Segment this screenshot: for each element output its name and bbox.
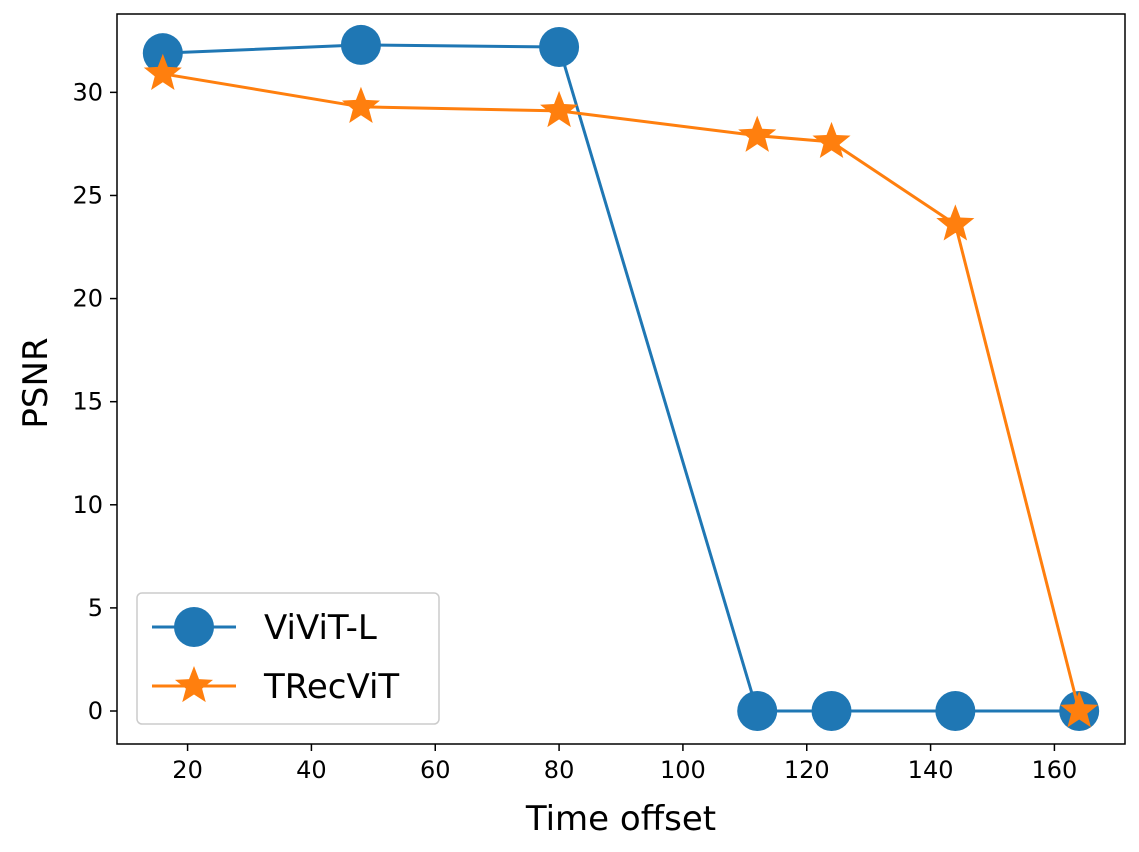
ticks-layer: 20 40 60 80 100 120 140 160 0 5 10 15 20 25 30 <box>72 78 1077 784</box>
y-tick-label: 15 <box>72 388 103 416</box>
x-tick-label: 140 <box>908 756 954 784</box>
legend-marker-trecvit <box>174 666 214 703</box>
data-point-trecvit <box>738 115 777 152</box>
y-tick-label: 5 <box>88 594 103 622</box>
plot-frame <box>116 13 1126 745</box>
legend: ViViT-L TRecViT <box>136 592 440 725</box>
y-tick-label: 0 <box>88 697 103 725</box>
data-point-trecvit <box>143 53 182 90</box>
legend-label-trecvit: TRecViT <box>263 667 399 707</box>
x-tick-label: 60 <box>420 756 451 784</box>
y-tick-label: 20 <box>72 285 103 313</box>
data-point-trecvit <box>1060 691 1099 728</box>
y-tick-label: 30 <box>72 78 103 106</box>
data-point-trecvit <box>341 86 380 123</box>
x-axis-label: Time offset <box>525 799 716 839</box>
y-axis-label: PSNR <box>16 337 56 428</box>
x-tick-label: 120 <box>784 756 830 784</box>
y-tick-label: 25 <box>72 181 103 209</box>
data-point-trecvit <box>936 204 975 241</box>
x-tick-label: 100 <box>660 756 706 784</box>
x-tick-label: 160 <box>1032 756 1078 784</box>
x-tick-label: 80 <box>544 756 575 784</box>
data-point-trecvit <box>540 90 579 128</box>
data-point-trecvit <box>812 121 851 159</box>
legend-label-vivit: ViViT-L <box>264 608 377 648</box>
data-point-vivit-l <box>737 691 778 732</box>
series-layer <box>142 24 1100 732</box>
x-tick-label: 40 <box>296 756 327 784</box>
y-tick-label: 10 <box>72 491 103 519</box>
data-point-vivit-l <box>935 691 976 732</box>
x-tick-label: 20 <box>172 756 203 784</box>
data-point-vivit-l <box>539 26 580 67</box>
data-point-vivit-l <box>142 33 183 74</box>
legend-marker-vivit <box>174 607 214 647</box>
data-point-vivit-l <box>811 691 852 732</box>
data-point-vivit-l <box>340 24 381 65</box>
